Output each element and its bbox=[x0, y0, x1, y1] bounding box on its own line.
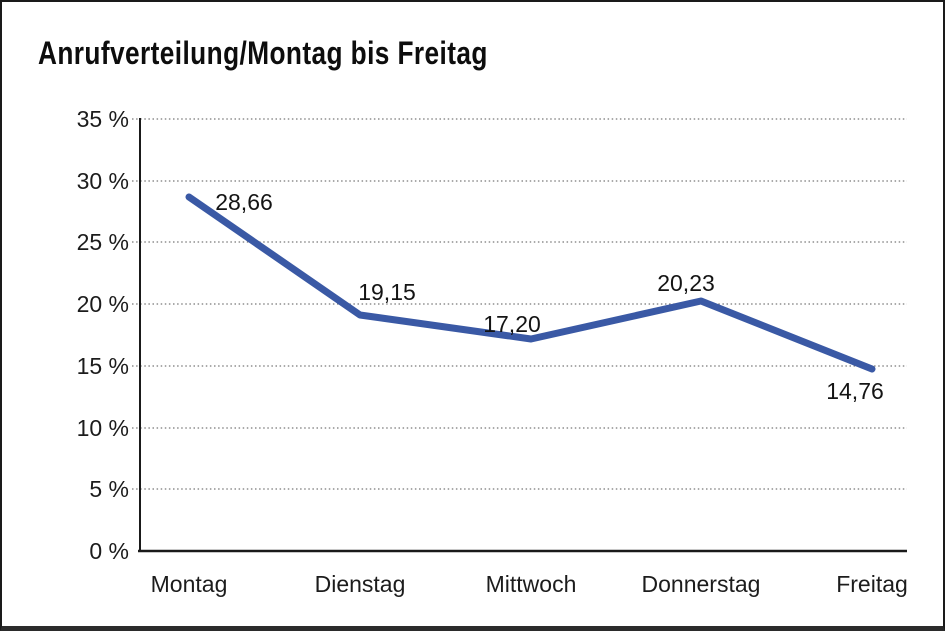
y-tick-label: 5 % bbox=[89, 476, 129, 502]
y-tick-label: 30 % bbox=[77, 168, 129, 194]
x-tick-label-freitag: Freitag bbox=[836, 571, 908, 597]
x-tick-label-dienstag: Dienstag bbox=[315, 571, 406, 597]
x-tick-label-mittwoch: Mittwoch bbox=[486, 571, 577, 597]
series-line-anrufverteilung bbox=[185, 193, 876, 373]
data-label-donnerstag: 20,23 bbox=[657, 270, 715, 296]
y-tick-label: 35 % bbox=[77, 106, 129, 132]
y-tick-label: 0 % bbox=[89, 538, 129, 564]
y-tick-label: 10 % bbox=[77, 415, 129, 441]
y-tick-label: 15 % bbox=[77, 353, 129, 379]
x-axis-labels: Montag Dienstag Mittwoch Donnerstag Frei… bbox=[151, 571, 908, 597]
gridlines bbox=[132, 118, 907, 490]
y-axis-labels: 35 % 30 % 25 % 20 % 15 % 10 % 5 % 0 % bbox=[77, 106, 129, 564]
data-labels: 28,66 19,15 17,20 20,23 14,76 bbox=[215, 189, 884, 404]
y-tick-label: 25 % bbox=[77, 229, 129, 255]
data-label-freitag: 14,76 bbox=[826, 378, 884, 404]
data-label-mittwoch: 17,20 bbox=[483, 311, 541, 337]
data-label-dienstag: 19,15 bbox=[358, 279, 416, 305]
data-label-montag: 28,66 bbox=[215, 189, 273, 215]
chart-title: Anrufverteilung/Montag bis Freitag bbox=[38, 35, 488, 71]
x-tick-label-donnerstag: Donnerstag bbox=[642, 571, 761, 597]
x-tick-label-montag: Montag bbox=[151, 571, 228, 597]
y-tick-label: 20 % bbox=[77, 291, 129, 317]
